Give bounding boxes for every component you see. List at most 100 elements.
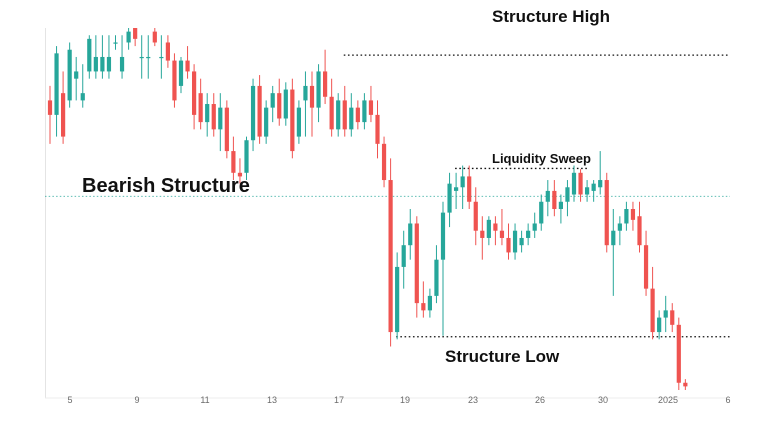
candle-body: [349, 107, 354, 130]
candle-body: [303, 85, 308, 101]
candle-body: [257, 85, 262, 137]
candle: [100, 35, 105, 79]
candle-body: [61, 93, 66, 137]
candle: [264, 100, 269, 144]
candle: [480, 216, 485, 260]
candle: [257, 75, 262, 144]
candle-body: [93, 56, 98, 72]
candle: [657, 310, 662, 340]
candle: [133, 28, 138, 47]
candle: [323, 49, 328, 105]
candle-body: [643, 245, 649, 289]
candle-body: [277, 93, 282, 119]
candle-body: [585, 187, 590, 195]
candle-body: [355, 107, 360, 123]
candle: [47, 85, 53, 144]
candle: [506, 223, 511, 260]
levels-layer: [343, 54, 730, 338]
candle: [375, 100, 380, 159]
candle-body: [427, 295, 432, 311]
candle: [447, 172, 452, 228]
candle: [270, 85, 275, 123]
candle-body: [80, 93, 85, 101]
x-tick-label: 30: [597, 395, 609, 405]
candle: [237, 158, 243, 184]
candle-body: [368, 100, 374, 115]
candle: [565, 180, 570, 217]
candle: [493, 216, 498, 246]
candle-body: [526, 230, 531, 238]
candle: [604, 172, 609, 253]
candle: [512, 223, 518, 260]
candle-body: [375, 114, 380, 144]
candle-body: [467, 176, 472, 202]
candle: [499, 209, 505, 246]
candle-body: [611, 230, 616, 246]
candle-body: [218, 107, 223, 130]
candle-body: [512, 230, 518, 253]
candle-body: [264, 107, 269, 137]
candle-body: [146, 56, 151, 59]
candle: [113, 35, 118, 50]
candle-body: [473, 201, 478, 231]
candle-body: [532, 223, 537, 231]
candle-body: [434, 259, 439, 296]
x-tick-label: 5: [67, 395, 73, 405]
structure-low-label: Structure Low: [445, 347, 560, 366]
candle: [290, 78, 295, 159]
candle: [355, 100, 360, 130]
candle-body: [139, 56, 144, 59]
candle: [460, 165, 465, 209]
x-tick-label: 23: [467, 395, 479, 405]
candle: [93, 35, 98, 79]
candle: [395, 252, 400, 340]
candle-body: [250, 85, 256, 141]
candle-body: [506, 237, 511, 253]
candle: [539, 194, 544, 231]
candle: [532, 212, 537, 238]
candle-body: [205, 104, 210, 123]
candle: [526, 223, 531, 246]
candle: [486, 216, 491, 246]
candle-body: [414, 223, 419, 304]
candle-body: [617, 223, 622, 231]
candle-body: [683, 382, 688, 387]
candle-body: [558, 201, 563, 209]
candle: [571, 165, 577, 202]
candle-body: [650, 288, 655, 333]
candle-body: [237, 172, 243, 177]
candle: [211, 93, 216, 137]
candle: [67, 42, 72, 108]
candle: [231, 136, 236, 181]
candle: [165, 35, 170, 68]
candle-body: [152, 31, 157, 43]
candle-body: [336, 100, 341, 130]
candle: [637, 201, 642, 253]
candle: [591, 180, 596, 202]
candle: [119, 35, 125, 79]
x-tick-label: 11: [200, 395, 210, 405]
liquidity-sweep-label: Liquidity Sweep: [492, 151, 591, 166]
candle: [198, 78, 203, 130]
candle-body: [421, 303, 426, 311]
x-tick-label: 17: [333, 395, 345, 405]
candle-body: [545, 190, 550, 202]
candle-body: [362, 100, 367, 123]
candle: [218, 93, 223, 152]
candle: [80, 64, 85, 108]
x-tick-label: 19: [399, 395, 411, 405]
candle: [434, 245, 439, 304]
candle: [650, 266, 655, 340]
candle-body: [178, 60, 184, 86]
candle: [283, 82, 288, 126]
candle-body: [323, 71, 328, 97]
candle: [336, 93, 341, 137]
candle-body: [185, 60, 190, 72]
candle: [630, 201, 636, 231]
candle-body: [198, 93, 203, 123]
candle-body: [113, 42, 118, 44]
candle: [178, 56, 184, 94]
candle: [643, 230, 649, 296]
candle-body: [571, 172, 577, 195]
candle-body: [270, 93, 275, 108]
